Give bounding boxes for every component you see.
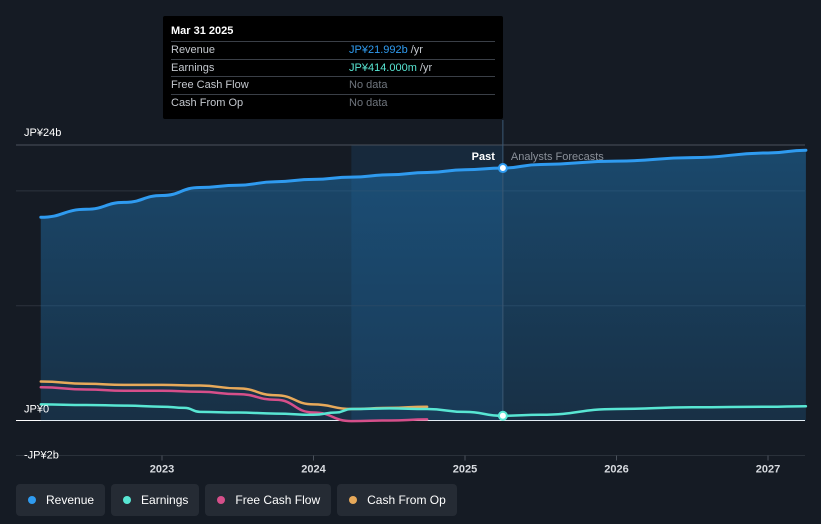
y-axis-label: JP¥24b [24, 127, 61, 139]
legend-item-earnings[interactable]: Earnings [111, 484, 200, 516]
y-axis-label: JP¥0 [24, 404, 49, 416]
tooltip-unit: /yr [410, 44, 423, 56]
x-axis-label: 2027 [756, 463, 780, 475]
series-lines [39, 148, 808, 423]
legend-item-revenue[interactable]: Revenue [16, 484, 106, 516]
x-axis-label: 2023 [150, 463, 174, 475]
analysts-forecasts-label: Analysts Forecasts [511, 151, 604, 163]
legend-label: Earnings [141, 493, 189, 507]
tooltip-date: Mar 31 2025 [171, 25, 234, 37]
y-axis-label: -JP¥2b [24, 449, 59, 461]
x-axis-label: 2026 [604, 463, 628, 475]
past-label: Past [472, 151, 496, 163]
legend-label: Free Cash Flow [235, 493, 321, 507]
marker-earnings [497, 410, 508, 421]
tooltip-label: Cash From Op [171, 96, 244, 109]
tooltip-value: JP¥414.000m [349, 61, 417, 74]
tooltip-label: Earnings [171, 61, 215, 74]
x-axis-label: 2025 [453, 463, 477, 475]
legend-dot-icon [349, 496, 358, 504]
tooltip-row-cash-from-op: Cash From Op No data [171, 93, 495, 112]
tooltip-label: Revenue [171, 44, 216, 56]
series-line-revenue [39, 148, 808, 219]
legend-item-cash-from-op[interactable]: Cash From Op [337, 484, 457, 516]
tooltip-row-earnings: Earnings JP¥414.000m/yr [171, 58, 495, 77]
legend-dot-icon [28, 496, 36, 504]
tooltip-value: No data [349, 96, 388, 109]
tooltip-row-free-cash-flow: Free Cash Flow No data [171, 76, 495, 94]
tooltip-markers [497, 163, 508, 421]
tooltip-value: No data [349, 79, 388, 91]
legend-label: Revenue [46, 493, 95, 507]
data-tooltip: Mar 31 2025 Revenue JP¥21.992b/yr Earnin… [163, 16, 503, 119]
x-axis-labels: 2023 2024 2025 2026 2027 [150, 463, 780, 475]
series-line-fcf [39, 385, 429, 423]
x-axis-label: 2024 [301, 463, 326, 475]
marker-revenue [497, 163, 508, 174]
legend-dot-icon [123, 496, 132, 504]
chart-legend: Revenue Earnings Free Cash Flow Cash Fro… [16, 484, 457, 516]
tooltip-value: JP¥21.992b [349, 44, 408, 56]
tooltip-unit: /yr [419, 61, 433, 74]
legend-item-free-cash-flow[interactable]: Free Cash Flow [205, 484, 332, 516]
legend-label: Cash From Op [367, 493, 446, 507]
tooltip-row-revenue: Revenue JP¥21.992b/yr [171, 41, 495, 59]
y-axis-labels: JP¥24b JP¥0 -JP¥2b [24, 127, 61, 461]
tooltip-label: Free Cash Flow [171, 79, 249, 91]
series-line-earnings [39, 403, 808, 418]
legend-dot-icon [217, 496, 226, 504]
revenue-area [40, 150, 806, 421]
